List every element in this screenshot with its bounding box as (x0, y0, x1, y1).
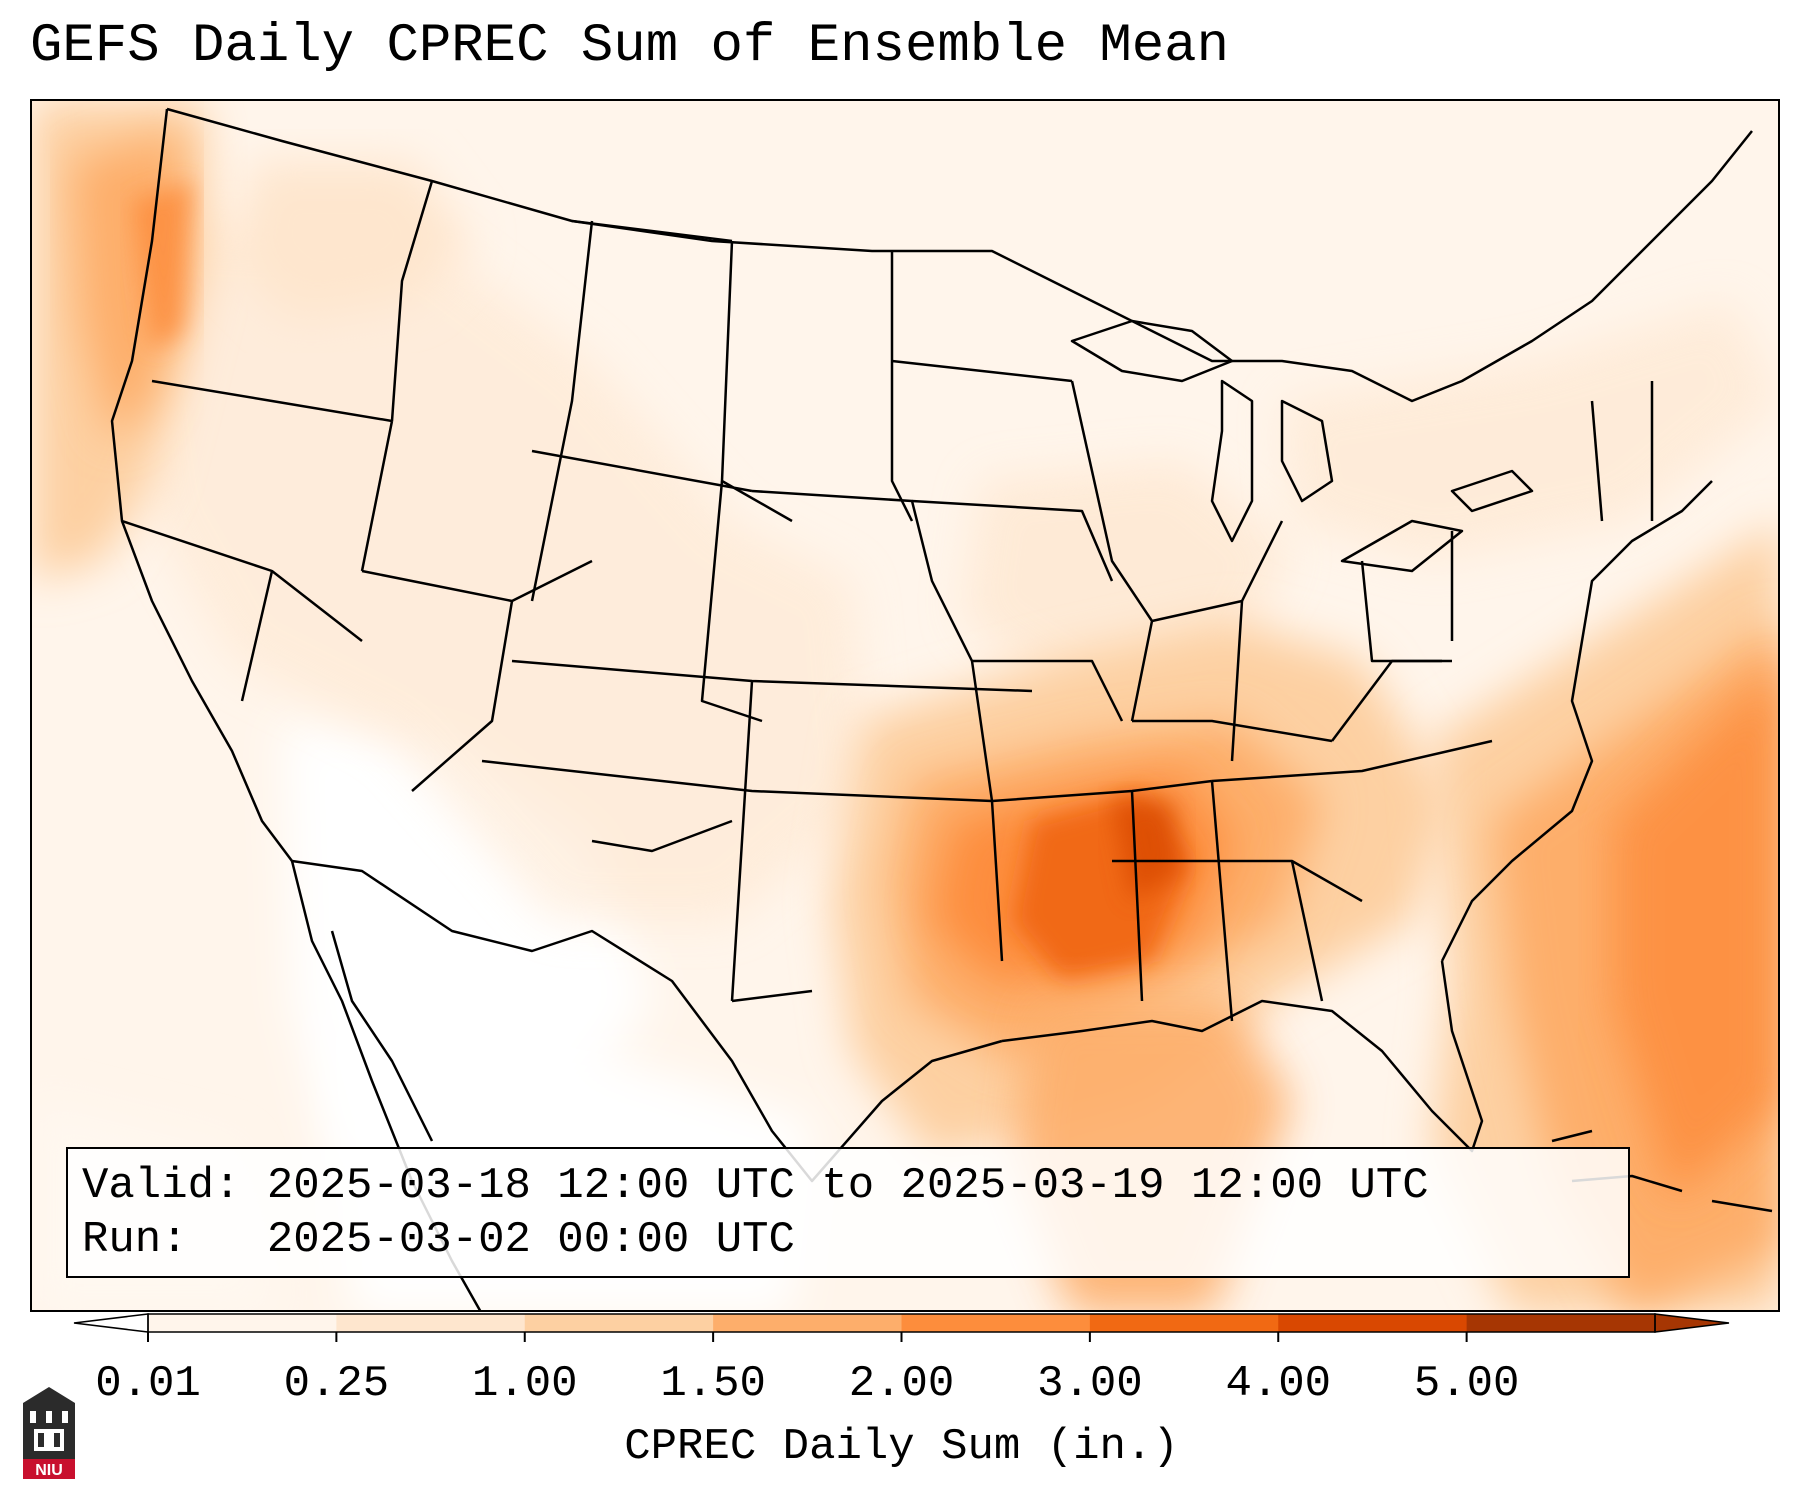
colorbar-tick-label: 1.00 (471, 1359, 578, 1409)
run-label: Run: (82, 1215, 188, 1265)
colorbar-tick-label: 1.50 (660, 1359, 766, 1409)
colorbar-segment (1089, 1314, 1279, 1332)
boundaries (110, 107, 1773, 1310)
colorbar-tick-label: 4.00 (1225, 1359, 1332, 1409)
colorbar-segments (148, 1314, 1656, 1332)
colorbar-under-arrow (73, 1313, 149, 1333)
colorbar-segment (713, 1314, 902, 1332)
valid-label: Valid: (82, 1161, 241, 1211)
niu-logo: NIU (23, 1387, 75, 1479)
colorbar-segment (524, 1314, 714, 1332)
colorbar-segment (336, 1314, 526, 1332)
precip-shading (32, 101, 1778, 1310)
colorbar-label: CPREC Daily Sum (in.) (624, 1422, 1179, 1472)
niu-logo-text: NIU (35, 1462, 63, 1479)
colorbar-tick-label: 3.00 (1037, 1359, 1143, 1409)
colorbar-segment (148, 1314, 337, 1332)
colorbar-ticks (147, 1332, 1468, 1342)
colorbar-outline (147, 1313, 1656, 1333)
valid-run-info-box: Valid: 2025-03-18 12:00 UTC to 2025-03-1… (66, 1147, 1630, 1278)
colorbar-segment (1466, 1314, 1656, 1332)
map-panel (30, 99, 1780, 1312)
colorbar-tick-label: 2.00 (848, 1359, 955, 1409)
colorbar-tick-label: 0.25 (283, 1359, 390, 1409)
valid-time-range: 2025-03-18 12:00 UTC to 2025-03-19 12:00… (266, 1161, 1429, 1211)
colorbar-tick-label: 0.01 (95, 1359, 201, 1409)
colorbar-segment (901, 1314, 1091, 1332)
colorbar-tick-label: 5.00 (1413, 1359, 1520, 1409)
run-time: 2025-03-02 00:00 UTC (266, 1215, 795, 1265)
colorbar-over-arrow (1654, 1313, 1730, 1333)
precip-map (32, 101, 1778, 1310)
page-title: GEFS Daily CPREC Sum of Ensemble Mean (30, 16, 1229, 77)
colorbar-segment (1278, 1314, 1468, 1332)
